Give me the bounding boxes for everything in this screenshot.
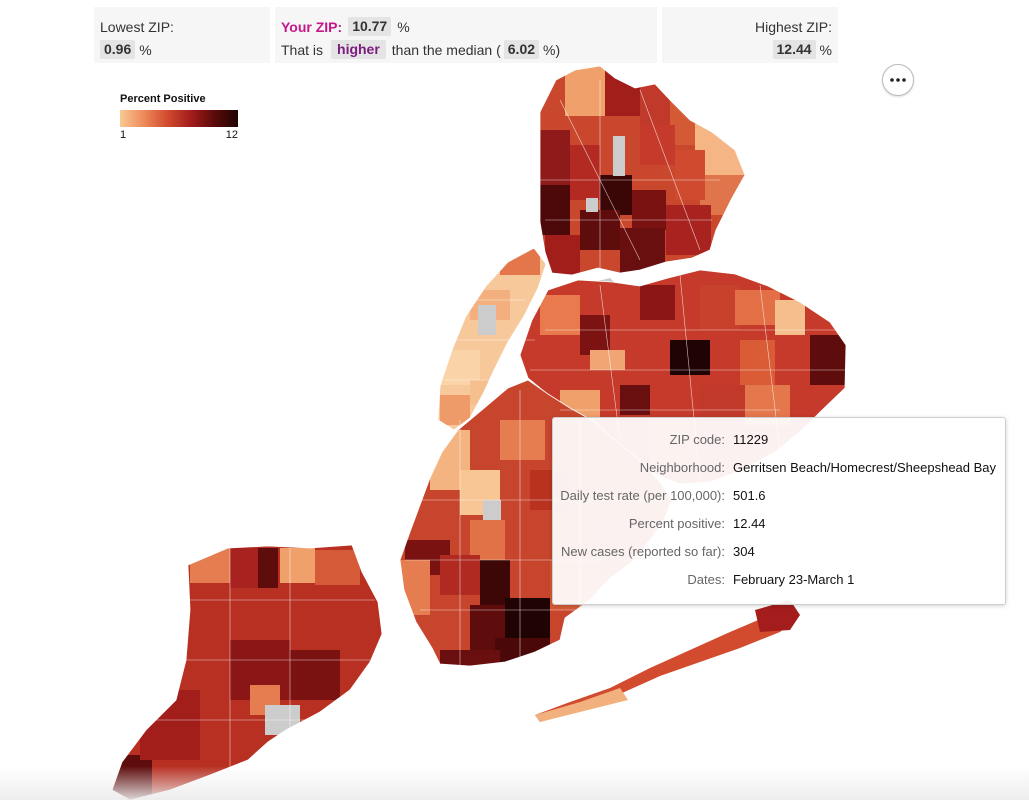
more-options-icon [890,78,906,82]
tooltip-row-percent-positive: Percent positive: 12.44 [553,516,1005,536]
your-zip-unit: % [397,18,410,35]
legend-ticks: 1 12 [120,127,240,141]
rockaway-west[interactable] [535,688,628,722]
more-options-button[interactable] [882,64,914,96]
rockaway-peninsula[interactable] [535,602,800,722]
highest-zip-label: Highest ZIP: [754,18,832,35]
tooltip-label: Dates: [687,572,725,587]
lowest-zip-box: Lowest ZIP: 0.96 % [94,7,270,63]
tooltip-row-new-cases: New cases (reported so far): 304 [553,544,1005,564]
tooltip-row-test-rate: Daily test rate (per 100,000): 501.6 [553,488,1005,508]
tooltip-value: 11229 [733,432,769,447]
legend-title: Percent Positive [120,93,206,105]
tooltip-label: Daily test rate (per 100,000): [560,488,725,503]
lowest-zip-value: 0.96 [100,40,136,59]
tooltip-row-dates: Dates: February 23-March 1 [553,572,1005,592]
comparison-word: higher [331,40,386,59]
your-zip-box: Your ZIP: 10.77 % That is higher than th… [275,7,657,63]
borough-bronx[interactable] [530,60,760,290]
comparison-prefix: That is [281,41,324,58]
highest-zip-unit: % [819,41,832,58]
highest-zip-box: Highest ZIP: 12.44 % [662,7,838,63]
tooltip-label: New cases (reported so far): [560,544,725,559]
legend: Percent Positive 1 12 [120,93,240,141]
tooltip-label: ZIP code: [669,432,725,447]
legend-max-label: 12 [225,129,238,141]
tooltip-row-neighborhood: Neighborhood: Gerritsen Beach/Homecrest/… [553,460,1005,480]
zip-tooltip: ZIP code: 11229 Neighborhood: Gerritsen … [552,417,1006,605]
your-zip-value: 10.77 [348,17,392,36]
comparison-middle: than the median ( [391,41,501,58]
zip-boundaries [130,80,845,770]
tooltip-value: 12.44 [733,516,766,531]
borough-staten-island[interactable] [105,540,390,800]
median-value: 6.02 [503,40,540,59]
legend-color-bar [120,110,238,127]
lowest-zip-label: Lowest ZIP: [100,18,174,35]
rockaway-east[interactable] [755,600,800,632]
tooltip-value: Gerritsen Beach/Homecrest/Sheepshead Bay [733,460,997,475]
tooltip-value: February 23-March 1 [733,572,855,587]
lowest-zip-unit: % [139,41,152,58]
tooltip-value: 304 [733,544,755,559]
tooltip-row-zip: ZIP code: 11229 [553,432,1005,452]
tooltip-label: Percent positive: [628,516,725,531]
legend-min-label: 1 [120,129,127,141]
tooltip-label: Neighborhood: [639,460,725,475]
highest-zip-value: 12.44 [772,40,816,59]
tooltip-value: 501.6 [733,488,766,503]
median-unit: %) [543,41,561,58]
bottom-fade [0,766,1029,800]
your-zip-label: Your ZIP: [281,18,343,35]
